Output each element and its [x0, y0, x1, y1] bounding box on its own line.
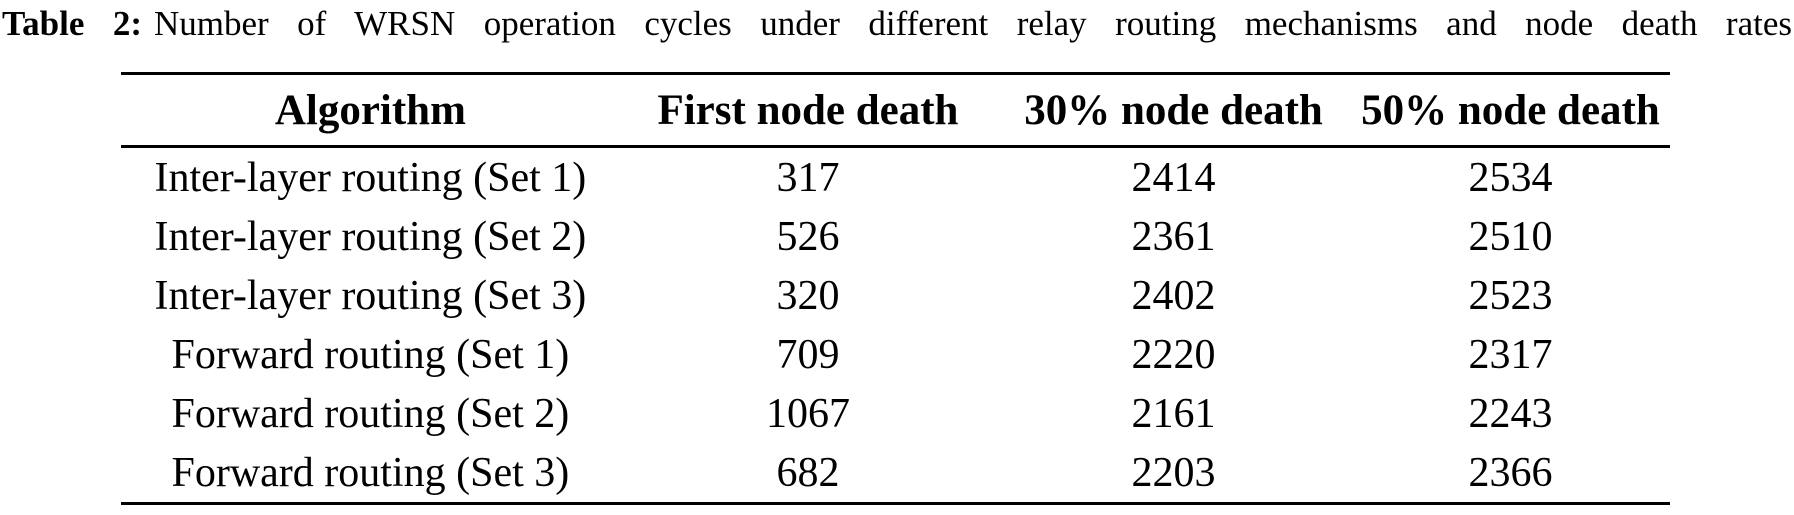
- cell-50pct-node-death: 2523: [1468, 272, 1553, 319]
- table-row: Forward routing (Set 2) 1067 2161 2243: [121, 384, 1670, 443]
- cell-first-node-death: 709: [776, 331, 840, 378]
- data-table: Algorithm First node death 30% node deat…: [121, 72, 1670, 505]
- cell-algorithm: Forward routing (Set 1): [171, 331, 570, 378]
- cell-first-node-death: 682: [776, 449, 840, 496]
- cell-first-node-death: 526: [776, 213, 840, 260]
- cell-30pct-node-death: 2161: [1131, 390, 1216, 437]
- column-header-first-node-death: First node death: [619, 73, 997, 148]
- cell-50pct-node-death: 2243: [1468, 390, 1553, 437]
- cell-30pct-node-death: 2414: [1131, 154, 1216, 201]
- column-header-30pct-node-death: 30% node death: [996, 73, 1351, 148]
- column-header-algorithm: Algorithm: [121, 73, 620, 148]
- table-row: Inter-layer routing (Set 2) 526 2361 251…: [121, 207, 1670, 266]
- cell-algorithm: Inter-layer routing (Set 1): [154, 154, 587, 201]
- cell-first-node-death: 1067: [765, 390, 850, 437]
- cell-30pct-node-death: 2203: [1131, 449, 1216, 496]
- cell-50pct-node-death: 2510: [1468, 213, 1553, 260]
- table-header: Algorithm First node death 30% node deat…: [121, 73, 1670, 148]
- cell-algorithm: Forward routing (Set 3): [171, 449, 570, 496]
- cell-50pct-node-death: 2534: [1468, 154, 1553, 201]
- column-header-50pct-node-death: 50% node death: [1350, 73, 1670, 148]
- table-row: Inter-layer routing (Set 1) 317 2414 253…: [121, 147, 1670, 208]
- table-caption-text: Number of WRSN operation cycles under di…: [153, 4, 1793, 43]
- table-row: Forward routing (Set 3) 682 2203 2366: [121, 443, 1670, 504]
- table-body: Inter-layer routing (Set 1) 317 2414 253…: [121, 147, 1670, 504]
- header-row: Algorithm First node death 30% node deat…: [121, 73, 1670, 148]
- cell-30pct-node-death: 2220: [1131, 331, 1216, 378]
- table-caption-label: Table 2:: [2, 4, 142, 43]
- cell-30pct-node-death: 2361: [1131, 213, 1216, 260]
- cell-first-node-death: 320: [776, 272, 840, 319]
- table-row: Inter-layer routing (Set 3) 320 2402 252…: [121, 266, 1670, 325]
- table-caption: Table 2: Number of WRSN operation cycles …: [0, 0, 1794, 46]
- cell-50pct-node-death: 2366: [1468, 449, 1553, 496]
- table-row: Forward routing (Set 1) 709 2220 2317: [121, 325, 1670, 384]
- cell-first-node-death: 317: [776, 154, 840, 201]
- cell-30pct-node-death: 2402: [1131, 272, 1216, 319]
- cell-algorithm: Inter-layer routing (Set 3): [154, 272, 587, 319]
- cell-algorithm: Inter-layer routing (Set 2): [154, 213, 587, 260]
- cell-algorithm: Forward routing (Set 2): [171, 390, 570, 437]
- cell-50pct-node-death: 2317: [1468, 331, 1553, 378]
